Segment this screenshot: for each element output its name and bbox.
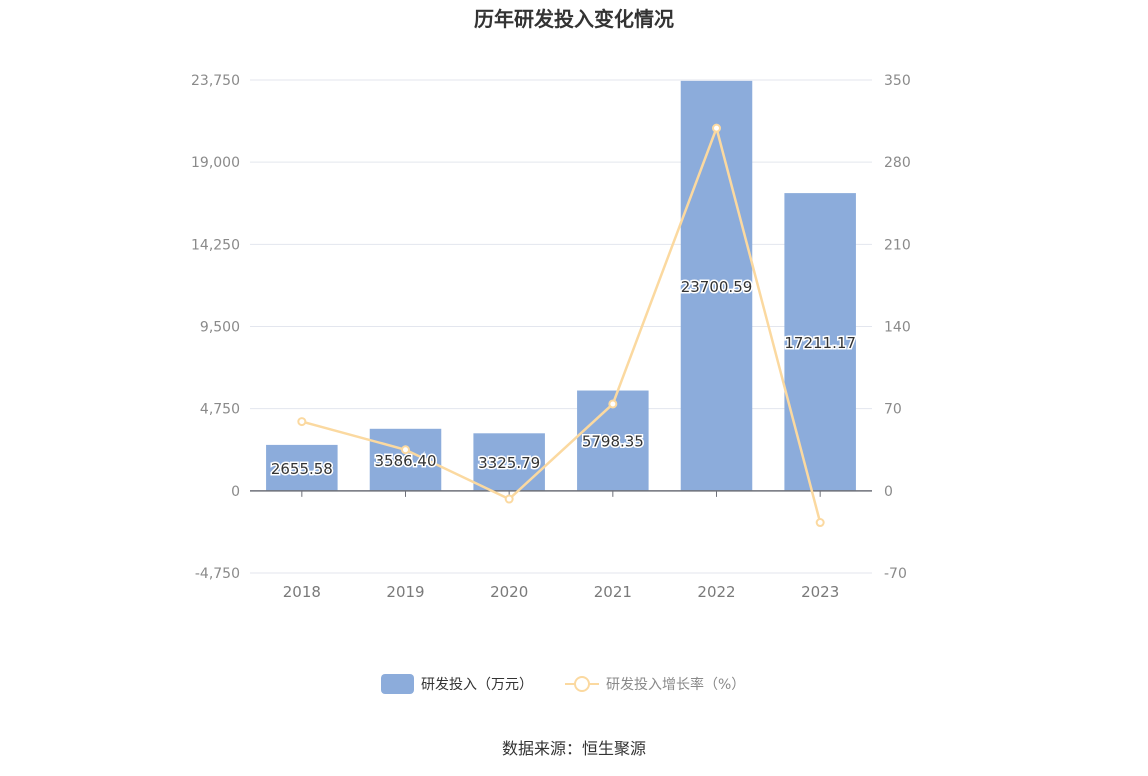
- source-note: 数据来源：恒生聚源: [502, 739, 646, 758]
- x-axis: 2018 2019 2020 2021 2022 2023: [283, 490, 839, 601]
- x-tick-label: 2021: [594, 583, 632, 601]
- y-right-tick-label: 350: [884, 73, 911, 89]
- line-point[interactable]: [815, 518, 825, 528]
- line-point[interactable]: [608, 399, 618, 409]
- y-right-tick-label: 70: [884, 402, 902, 418]
- bar-data-label: 17211.17: [784, 334, 856, 352]
- bar[interactable]: [266, 444, 338, 491]
- y-right-tick-label: 140: [884, 320, 911, 336]
- bar-data-label: 3325.79: [478, 454, 540, 472]
- x-tick-label: 2020: [490, 583, 528, 601]
- x-tick-label: 2018: [283, 583, 321, 601]
- legend-item-bar[interactable]: 研发投入（万元）: [381, 674, 533, 694]
- growth-rate-line: [301, 124, 822, 523]
- bar-series: [266, 80, 856, 491]
- y-left-tick-label: 14,250: [191, 237, 240, 253]
- y-right-tick-label: -70: [884, 566, 907, 582]
- line-point[interactable]: [504, 494, 514, 504]
- legend: 研发投入（万元） 研发投入增长率（%）: [381, 674, 745, 694]
- bar[interactable]: [784, 193, 856, 491]
- y-axis-right: -70 0 70 140 210 280 350: [884, 73, 911, 582]
- bar-data-label: 3586.40: [374, 452, 436, 470]
- line-point[interactable]: [297, 417, 307, 427]
- y-left-tick-label: 19,000: [191, 155, 240, 171]
- y-left-tick-label: 9,500: [200, 320, 240, 336]
- y-right-tick-label: 0: [884, 484, 893, 500]
- chart-title: 历年研发投入变化情况: [474, 7, 674, 31]
- line-point[interactable]: [401, 445, 410, 455]
- y-left-tick-label: 23,750: [191, 73, 240, 89]
- legend-bar-label: 研发投入（万元）: [421, 677, 533, 693]
- legend-item-line[interactable]: 研发投入增长率（%）: [565, 676, 745, 693]
- bar-data-label: 2655.58: [271, 460, 333, 478]
- bar-data-label: 23700.59: [681, 278, 753, 296]
- x-tick-label: 2022: [697, 583, 735, 601]
- bar-data-label: 5798.35: [582, 433, 644, 451]
- bar-data-labels: 2655.58 3586.40 3325.79 5798.35 23700.59 1721…: [269, 276, 857, 479]
- grid-lines: [250, 79, 872, 574]
- line-point[interactable]: [712, 123, 721, 133]
- bar[interactable]: [680, 80, 753, 491]
- y-left-tick-label: 0: [231, 484, 240, 500]
- x-tick-label: 2019: [386, 583, 424, 601]
- line-series: [297, 123, 825, 528]
- y-left-tick-label: -4,750: [195, 566, 240, 582]
- y-right-tick-label: 210: [884, 237, 911, 253]
- y-left-tick-label: 4,750: [200, 402, 240, 418]
- legend-line-label: 研发投入增长率（%）: [606, 676, 745, 693]
- legend-line-marker: [574, 676, 590, 692]
- y-right-tick-label: 280: [884, 155, 911, 171]
- legend-bar-swatch: [381, 674, 414, 694]
- x-tick-label: 2023: [801, 583, 839, 601]
- bar[interactable]: [473, 433, 545, 491]
- y-axis-left: -4,750 0 4,750 9,500 14,250 19,000 23,750: [191, 73, 240, 582]
